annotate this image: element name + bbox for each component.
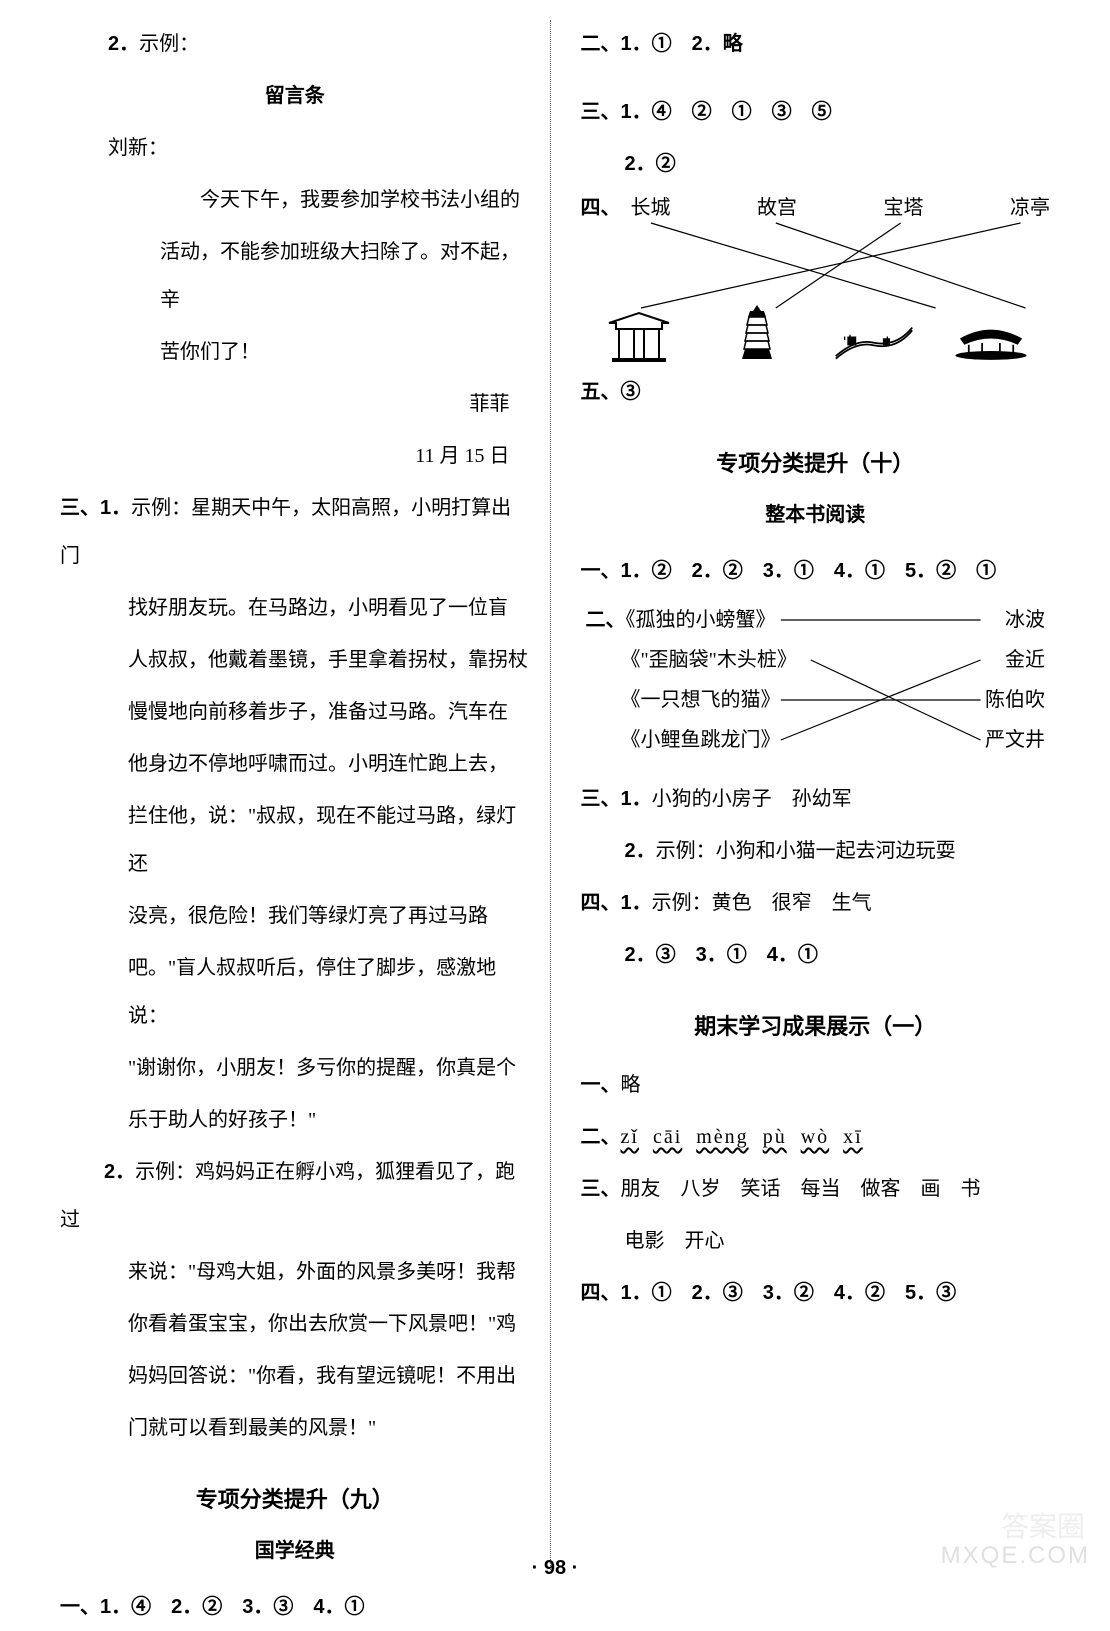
r5-prefix: 五、 (581, 381, 621, 403)
note-title: 留言条 (60, 72, 530, 120)
s10-4b-text: ③ 3．① 4．① (656, 944, 818, 966)
s10-3b: 2．示例：小狗和小猫一起去河边玩耍 (581, 827, 1051, 875)
match-buildings: 四、长城 故宫 宝塔 凉亭 (581, 193, 1051, 363)
f3-prefix: 三、 (581, 1178, 621, 1200)
right-column: 二、1．① 2．略 三、1．④ ② ① ③ ⑤ 2．② 四、长城 故宫 宝塔 凉… (551, 20, 1071, 1570)
watermark-logo: 答案圈 (1001, 1505, 1085, 1545)
s10-3-prefix: 三、1． (581, 788, 652, 810)
salutation: 刘新： (60, 124, 530, 172)
books-match: 二、《孤独的小螃蟹》 冰波 《"歪脑袋"木头桩》 金近 《一只想飞的猫》 陈伯吹… (581, 600, 1051, 760)
f2: 二、zǐ cāi mèng pù wò xī (581, 1113, 1051, 1161)
final-title: 期末学习成果展示（一） (581, 1009, 1051, 1041)
q9-1-items: ④ 2．② 3．③ 4．① (131, 1596, 364, 1618)
r2b: 2．② (581, 140, 1051, 188)
left-column: 2．示例： 留言条 刘新： 今天下午，我要参加学校书法小组的 活动，不能参加班级… (40, 20, 551, 1570)
r2b-text: ② (656, 153, 676, 175)
q2-prefix: 2． (60, 33, 139, 55)
f1-text: 略 (621, 1074, 641, 1096)
match-bottom-row (581, 308, 1051, 363)
q3b-l3: 你看着蛋宝宝，你出去欣赏一下风景吧！"鸡 (60, 1300, 530, 1348)
s10-4b: 2．③ 3．① 4．① (581, 931, 1051, 979)
q3-l7: 没亮，很危险！我们等绿灯亮了再过马路 (60, 892, 530, 940)
f2-prefix: 二、 (581, 1126, 621, 1148)
body-2: 活动，不能参加班级大扫除了。对不起，辛 (60, 228, 530, 324)
page-container: 2．示例： 留言条 刘新： 今天下午，我要参加学校书法小组的 活动，不能参加班级… (0, 0, 1110, 1600)
f4: 四、1．① 2．③ 3．② 4．② 5．③ (581, 1269, 1051, 1317)
q2-text: 示例： (139, 33, 199, 55)
f3-text2: 电影 开心 (581, 1217, 1051, 1265)
book-lines-svg (581, 600, 1051, 760)
q3-l9: "谢谢你，小朋友！多亏你的提醒，你真是个 (60, 1044, 530, 1092)
r1-text: ① 2．略 (652, 33, 743, 55)
greatwall-icon (834, 308, 914, 363)
r2: 三、1．④ ② ① ③ ⑤ (581, 88, 1051, 136)
s10-1-text: ② 2．② 3．① 4．① 5．② ① (652, 560, 997, 582)
py3: pù (763, 1126, 787, 1148)
r1-prefix: 二、1． (581, 33, 652, 55)
section9-title: 专项分类提升（九） (60, 1482, 530, 1514)
q3b-l4: 妈妈回答说："你看，我有望远镜呢！不用出 (60, 1352, 530, 1400)
q3-line1: 三、1．示例：星期天中午，太阳高照，小明打算出门 (60, 484, 530, 580)
pagoda-icon (717, 308, 797, 363)
q3-l5: 他身边不停地呼啸而过。小明连忙跑上去， (60, 740, 530, 788)
q3-l6: 拦住他，说："叔叔，现在不能过马路，绿灯还 (60, 792, 530, 888)
q3b-l5: 门就可以看到最美的风景！" (60, 1404, 530, 1452)
s10-3b-prefix: 2． (581, 840, 656, 862)
q3-prefix: 三、1． (60, 497, 131, 519)
q3-l8: 吧。"盲人叔叔听后，停住了脚步，感激地说： (60, 944, 530, 1040)
body-3: 苦你们了！ (60, 328, 530, 376)
py4: wò (801, 1126, 829, 1148)
f4-prefix: 四、1． (581, 1282, 652, 1304)
s10-1: 一、1．② 2．② 3．① 4．① 5．② ① (581, 547, 1051, 595)
q3b-prefix: 2． (60, 1161, 135, 1183)
py0: zǐ (621, 1126, 639, 1148)
q3-l4: 慢慢地向前移着步子，准备过马路。汽车在 (60, 688, 530, 736)
pinyin-row: zǐ cāi mèng pù wò xī (621, 1126, 863, 1148)
f3-text: 朋友 八岁 笑话 每当 做客 画 书 (621, 1178, 981, 1200)
date: 11 月 15 日 (60, 432, 530, 480)
r5-text: ③ (621, 381, 641, 403)
py1: cāi (653, 1126, 682, 1148)
q3b-l2: 来说："母鸡大姐，外面的风景多美呀！我帮 (60, 1248, 530, 1296)
s10-3b-text: 示例：小狗和小猫一起去河边玩耍 (656, 840, 956, 862)
q3-l2: 找好朋友玩。在马路边，小明看见了一位盲 (60, 584, 530, 632)
s10-1-prefix: 一、1． (581, 560, 652, 582)
s10-4: 四、1．示例：黄色 很窄 生气 (581, 879, 1051, 927)
s10-4-text: 示例：黄色 很窄 生气 (652, 892, 872, 914)
r2b-prefix: 2． (581, 153, 656, 175)
s10-4-prefix: 四、1． (581, 892, 652, 914)
s10-3-text: 小狗的小房子 孙幼军 (652, 788, 852, 810)
q9-1: 一、1．④ 2．② 3．③ 4．① (60, 1583, 530, 1631)
f1-prefix: 一、 (581, 1074, 621, 1096)
s10-3: 三、1．小狗的小房子 孙幼军 (581, 775, 1051, 823)
watermark-url: MXQE.COM (941, 1542, 1090, 1570)
section10-sub: 整本书阅读 (581, 498, 1051, 527)
q3-l3: 人叔叔，他戴着墨镜，手里拿着拐杖，靠拐杖 (60, 636, 530, 684)
r5: 五、③ (581, 368, 1051, 416)
q3-l10: 乐于助人的好孩子！" (60, 1096, 530, 1144)
f4-text: ① 2．③ 3．② 4．② 5．③ (652, 1282, 957, 1304)
f3: 三、朋友 八岁 笑话 每当 做客 画 书 (581, 1165, 1051, 1213)
q3b-line1: 2．示例：鸡妈妈正在孵小鸡，狐狸看见了，跑过 (60, 1148, 530, 1244)
s10-4b-prefix: 2． (581, 944, 656, 966)
r1: 二、1．① 2．略 (581, 20, 1051, 68)
q2-line: 2．示例： (60, 20, 530, 68)
section10-title: 专项分类提升（十） (581, 446, 1051, 478)
r2-items: ④ ② ① ③ ⑤ (652, 101, 832, 123)
r2-prefix: 三、1． (581, 101, 652, 123)
signature: 菲菲 (60, 380, 530, 428)
py2: mèng (696, 1126, 748, 1148)
q9-1-prefix: 一、1． (60, 1596, 131, 1618)
body-1: 今天下午，我要参加学校书法小组的 (60, 176, 530, 224)
f1: 一、略 (581, 1061, 1051, 1109)
pavilion-icon (599, 308, 679, 363)
summerhouse-icon (951, 308, 1031, 363)
py5: xī (843, 1126, 863, 1148)
